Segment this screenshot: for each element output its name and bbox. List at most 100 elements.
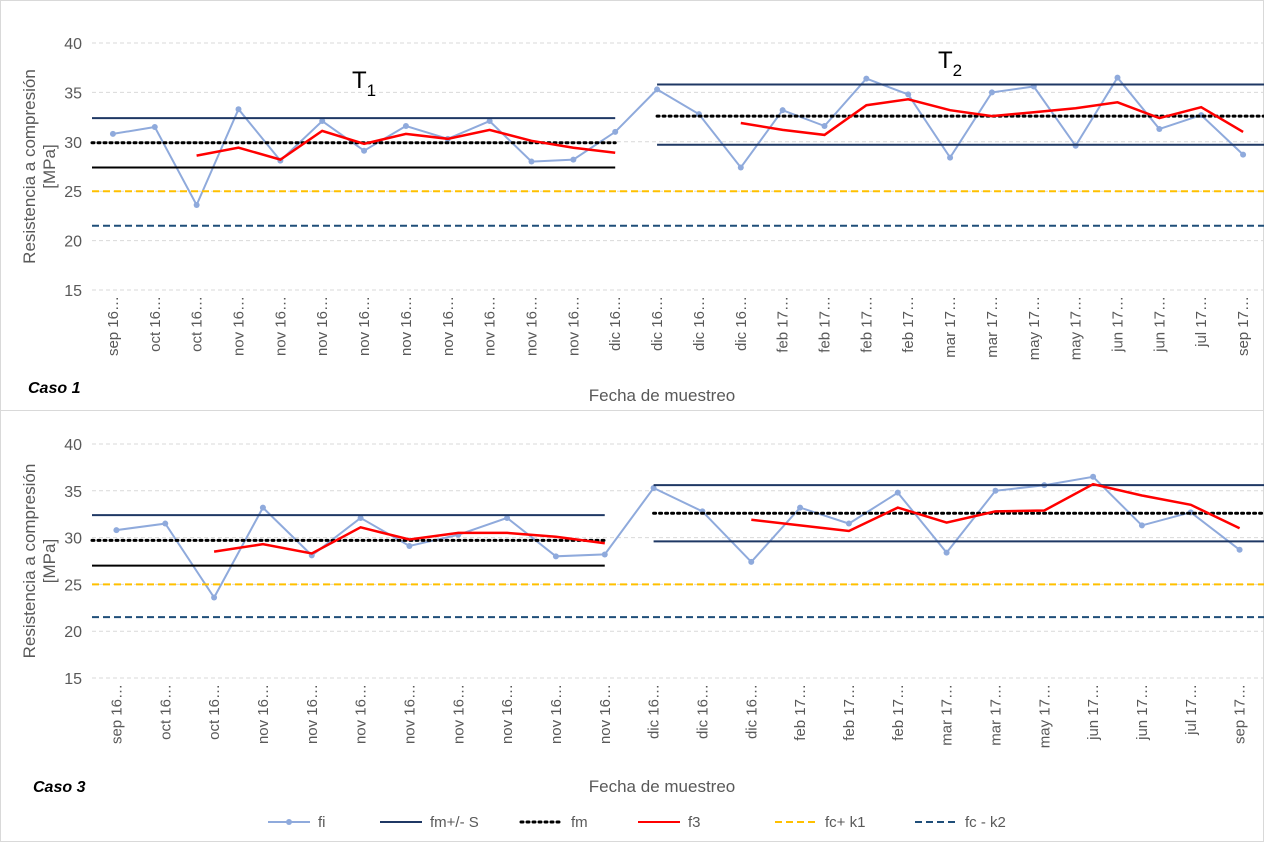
x-tick-label: dic 16… xyxy=(646,684,663,739)
x-tick-label: feb 17… xyxy=(817,296,834,353)
point xyxy=(402,122,409,129)
point xyxy=(612,128,619,135)
x-tick-label: nov 16… xyxy=(597,684,614,744)
point xyxy=(737,164,744,171)
point xyxy=(1114,74,1121,81)
point xyxy=(193,202,200,209)
x-tick-label: oct 16… xyxy=(147,296,164,352)
x-tick-label: jun 17… xyxy=(1134,684,1151,741)
point xyxy=(528,158,535,165)
annotation: T1 xyxy=(352,67,376,100)
point xyxy=(947,154,954,161)
point xyxy=(211,594,218,601)
x-tick-label: feb 17… xyxy=(775,296,792,353)
y-tick-label: 40 xyxy=(64,36,82,53)
x-tick-label: nov 16… xyxy=(401,684,418,744)
point xyxy=(109,130,116,137)
x-tick-label: feb 17… xyxy=(900,296,917,353)
x-tick-label: nov 16… xyxy=(499,684,516,744)
point xyxy=(821,122,828,129)
x-tick-label: sep 17… xyxy=(1235,296,1252,356)
point xyxy=(319,118,326,125)
y-tick-label: 15 xyxy=(64,671,82,688)
x-tick-label: nov 16… xyxy=(398,296,415,356)
x-tick-label: nov 16… xyxy=(548,684,565,744)
x-tick-label: nov 16… xyxy=(524,296,541,356)
legend-label: f3 xyxy=(688,814,701,831)
x-tick-label: jul 17… xyxy=(1193,296,1210,348)
point xyxy=(992,487,999,494)
x-tick-label: feb 17… xyxy=(890,684,907,741)
point xyxy=(1138,522,1145,529)
corner-label: Caso 1 xyxy=(28,380,81,397)
point xyxy=(259,504,266,511)
y-tick-label: 30 xyxy=(64,531,82,548)
y-tick-label: 15 xyxy=(64,283,82,300)
x-tick-label: may 17… xyxy=(1036,684,1053,748)
x-tick-label: nov 16… xyxy=(272,296,289,356)
y-tick-label: 35 xyxy=(64,85,82,102)
point xyxy=(1240,151,1247,158)
legend-marker xyxy=(286,819,292,825)
x-tick-label: nov 16… xyxy=(440,296,457,356)
point xyxy=(162,520,169,527)
x-tick-label: feb 17… xyxy=(841,684,858,741)
x-tick-label: oct 16… xyxy=(206,684,223,740)
y-axis-title: Resistencia a compresión xyxy=(20,464,39,659)
y-tick-label: 25 xyxy=(64,184,82,201)
x-tick-label: dic 16… xyxy=(691,296,708,351)
series-line xyxy=(116,475,1241,600)
x-tick-label: sep 16… xyxy=(105,296,122,356)
annotation: T2 xyxy=(938,47,962,80)
legend-label: fi xyxy=(318,814,326,831)
x-tick-label: feb 17… xyxy=(858,296,875,353)
x-tick-label: mar 17… xyxy=(939,684,956,746)
x-tick-label: nov 16… xyxy=(304,684,321,744)
legend-label: fm xyxy=(571,814,588,831)
x-tick-label: oct 16… xyxy=(157,684,174,740)
point xyxy=(357,514,364,521)
x-tick-label: dic 16… xyxy=(743,684,760,739)
x-tick-label: mar 17… xyxy=(984,296,1001,358)
point xyxy=(894,489,901,496)
x-tick-label: nov 16… xyxy=(482,296,499,356)
x-tick-label: sep 16… xyxy=(108,684,125,744)
annotation-text: T xyxy=(352,67,367,94)
x-tick-label: sep 17… xyxy=(1232,684,1249,744)
point xyxy=(601,551,608,558)
legend-label: fm+/- S xyxy=(430,814,479,831)
x-tick-label: nov 16… xyxy=(353,684,370,744)
legend-label: fc+ k1 xyxy=(825,814,865,831)
x-tick-label: jun 17… xyxy=(1110,296,1127,353)
y-tick-label: 20 xyxy=(64,624,82,641)
annotation-sub: 1 xyxy=(367,81,376,100)
x-tick-label: may 17… xyxy=(1068,296,1085,360)
point xyxy=(570,156,577,163)
x-tick-label: mar 17… xyxy=(942,296,959,358)
x-tick-label: feb 17… xyxy=(792,684,809,741)
point xyxy=(486,118,493,125)
x-tick-label: may 17… xyxy=(1026,296,1043,360)
annotation-text: T xyxy=(938,47,953,74)
point xyxy=(151,123,158,130)
y-axis-title: [MPa] xyxy=(40,539,59,583)
point xyxy=(654,86,661,93)
point xyxy=(863,75,870,82)
y-tick-label: 35 xyxy=(64,484,82,501)
y-tick-label: 20 xyxy=(64,234,82,251)
point xyxy=(905,91,912,98)
y-tick-label: 30 xyxy=(64,135,82,152)
x-tick-label: dic 16… xyxy=(694,684,711,739)
point xyxy=(406,543,413,550)
x-tick-label: nov 16… xyxy=(450,684,467,744)
corner-label: Caso 3 xyxy=(33,779,86,796)
point xyxy=(361,147,368,154)
x-tick-label: dic 16… xyxy=(649,296,666,351)
x-tick-label: nov 16… xyxy=(565,296,582,356)
x-tick-label: nov 16… xyxy=(231,296,248,356)
x-tick-label: oct 16… xyxy=(189,296,206,352)
point xyxy=(988,89,995,96)
x-tick-label: dic 16… xyxy=(733,296,750,351)
